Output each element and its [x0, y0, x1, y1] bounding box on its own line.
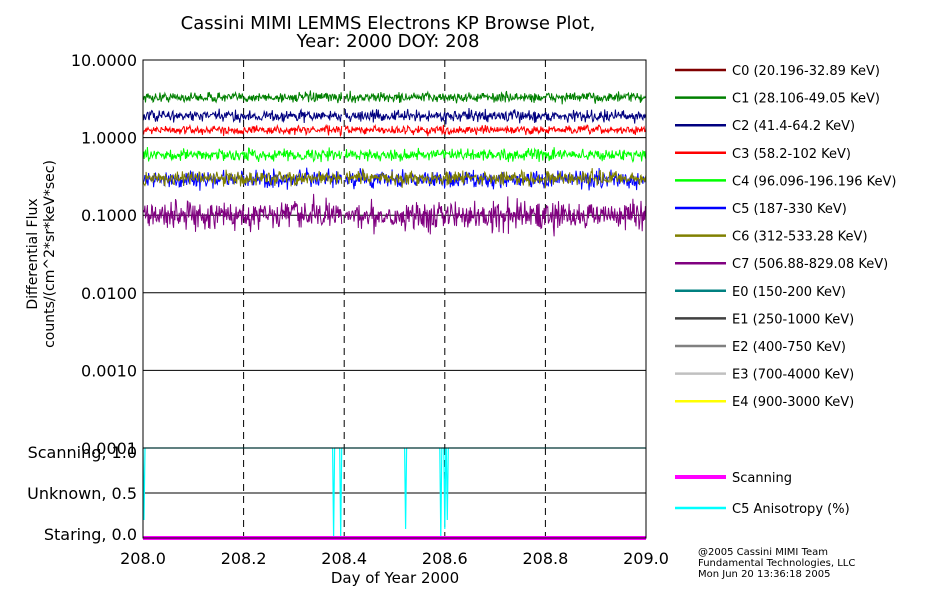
mode-y-tick-label: Scanning, 1.0	[28, 443, 137, 462]
legend-label: E0 (150-200 KeV)	[732, 285, 846, 300]
flux-series-line	[142, 146, 343, 163]
mode-legend: Scanning C5 Anisotropy (%)	[675, 471, 850, 517]
flux-series-line	[344, 123, 647, 137]
mode-y-tick-label: Staring, 0.0	[44, 525, 137, 544]
flux-y-tick-label: 0.1000	[81, 206, 137, 225]
flux-series-line	[344, 90, 647, 105]
legend-label: C5 (187-330 KeV)	[732, 202, 847, 217]
x-tick-label: 208.8	[522, 549, 568, 568]
flux-y-axis-label-line1: Differential Flux	[25, 198, 41, 309]
flux-series-line	[344, 107, 647, 125]
x-tick-labels: 208.0 208.2 208.4 208.6 208.8 209.0	[120, 549, 669, 568]
mode-panel: Scanning, 1.0 Unknown, 0.5 Staring, 0.0 20…	[27, 443, 669, 587]
legend-label: Scanning	[732, 471, 792, 486]
legend-label: C6 (312-533.28 KeV)	[732, 230, 868, 245]
legend-label: C3 (58.2-102 KeV)	[732, 147, 851, 162]
flux-legend: C0 (20.196-32.89 KeV) C1 (28.106-49.05 Ke…	[675, 64, 896, 410]
plot-title-line1: Cassini MIMI LEMMS Electrons KP Browse P…	[181, 13, 596, 34]
flux-series-line	[142, 123, 343, 138]
flux-y-axis-label-line2: counts/(cm^2*sr*keV*sec)	[42, 160, 58, 348]
flux-y-tick-label: 0.0010	[81, 361, 137, 380]
legend-label: C5 Anisotropy (%)	[732, 502, 850, 517]
flux-series-line	[142, 169, 343, 188]
flux-y-tick-label: 1.0000	[81, 129, 137, 148]
x-tick-label: 208.6	[422, 549, 468, 568]
flux-y-tick-label: 0.0100	[81, 284, 137, 303]
plot-title-line2: Year: 2000 DOY: 208	[296, 31, 480, 52]
flux-series-line	[344, 196, 647, 237]
mode-y-tick-labels: Scanning, 1.0 Unknown, 0.5 Staring, 0.0	[27, 443, 137, 544]
mode-y-tick-label: Unknown, 0.5	[27, 484, 137, 503]
legend-label: E2 (400-750 KeV)	[732, 340, 846, 355]
flux-y-tick-label: 10.0000	[71, 51, 137, 70]
legend-label: E1 (250-1000 KeV)	[732, 312, 854, 327]
flux-panel: 10.0000 1.0000 0.1000 0.0100 0.0010 0.0001 Di…	[25, 51, 647, 458]
flux-series-line	[344, 168, 647, 189]
legend-label: C2 (41.4-64.2 KeV)	[732, 119, 855, 134]
legend-label: E4 (900-3000 KeV)	[732, 395, 854, 410]
credit-block: @2005 Cassini MIMI Team Fundamental Tech…	[698, 547, 855, 580]
x-tick-label: 208.0	[120, 549, 166, 568]
flux-series-line	[142, 108, 343, 124]
legend-label: C1 (28.106-49.05 KeV)	[732, 92, 880, 107]
legend-label: C0 (20.196-32.89 KeV)	[732, 64, 880, 79]
x-tick-label: 208.4	[321, 549, 367, 568]
flux-series-line	[344, 147, 647, 163]
legend-label: C7 (506.88-829.08 KeV)	[732, 257, 888, 272]
flux-series-line	[142, 90, 343, 104]
flux-series-line	[142, 167, 343, 191]
credit-line2: Fundamental Technologies, LLC	[698, 558, 855, 569]
x-tick-label: 208.2	[221, 549, 267, 568]
credit-line1: @2005 Cassini MIMI Team	[698, 547, 828, 558]
flux-series-line	[142, 193, 343, 233]
flux-y-tick-labels: 10.0000 1.0000 0.1000 0.0100 0.0010 0.0001	[71, 51, 137, 458]
x-axis-label: Day of Year 2000	[331, 569, 459, 587]
x-tick-label: 209.0	[623, 549, 669, 568]
mode-plot-frame	[142, 447, 647, 539]
credit-line3: Mon Jun 20 13:36:18 2005	[698, 569, 831, 580]
flux-series-group	[142, 90, 647, 237]
legend-label: C4 (96.096-196.196 KeV)	[732, 174, 896, 189]
mode-gridlines	[143, 448, 646, 538]
flux-y-tick-label: 0.0001	[81, 439, 137, 458]
legend-label: E3 (700-4000 KeV)	[732, 368, 854, 383]
